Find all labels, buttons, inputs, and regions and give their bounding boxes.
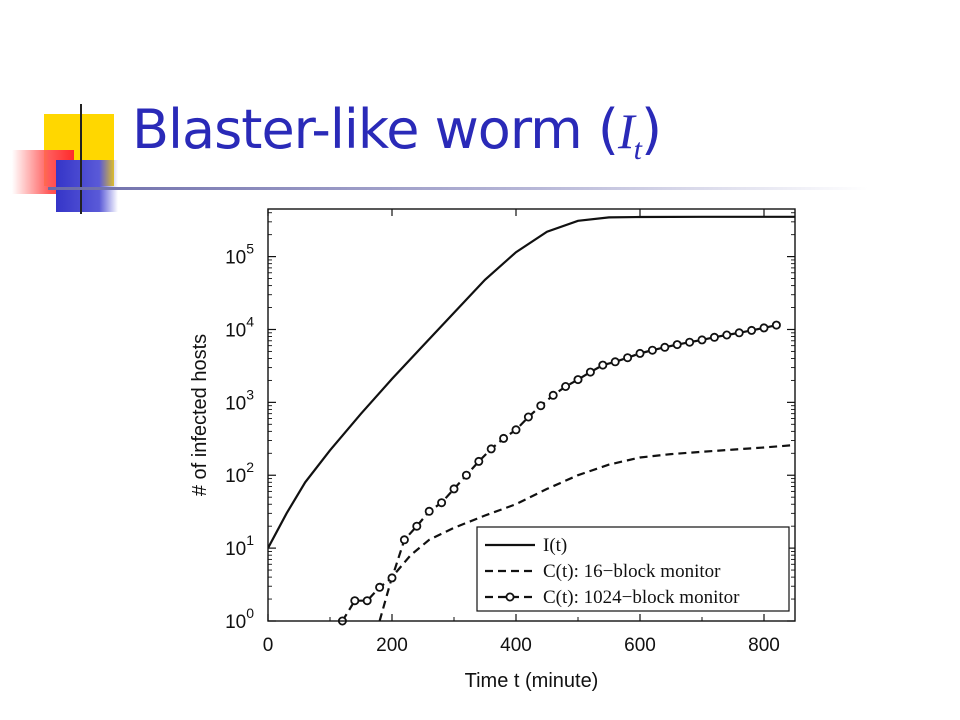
series-point-2 [660,342,670,352]
y-axis-title: # of infected hosts [189,334,211,496]
plot-layer [268,215,795,626]
series-point-2 [759,323,769,333]
series-point-2 [536,401,546,411]
series-line-0 [268,215,795,549]
series-point-2 [623,353,633,363]
slide-title: Blaster-like worm (It) [132,98,662,167]
series-point-2 [461,470,471,480]
series-point-2 [585,367,595,377]
y-tick-label: 105 [225,241,254,269]
axes-layer: 0 200 400 600 800 100 101 102 103 104 105 [225,208,796,656]
series-point-2 [771,320,781,330]
series-point-2 [399,535,409,545]
series-point-2 [523,412,533,422]
series-point-2 [474,456,484,466]
series-point-2 [499,433,509,443]
series-point-2 [387,573,397,583]
legend: I(t) C(t): 16−block monitor C(t): 1024−blo… [476,526,790,612]
series-point-2 [685,337,695,347]
series-point-2 [573,375,583,385]
series-point-2 [709,332,719,342]
series-point-2 [375,582,385,592]
series-point-2 [412,521,422,531]
deco-vertical-line [80,104,82,214]
y-tick-label: 102 [225,459,254,487]
series-point-2 [697,335,707,345]
series-point-2 [350,596,360,606]
series-point-2 [362,596,372,606]
series-point-2 [722,330,732,340]
plot-frame [267,208,796,622]
series-point-2 [647,345,657,355]
x-tick-label: 600 [624,635,656,656]
x-axis-title: Time t (minute) [465,670,599,692]
series-point-2 [486,444,496,454]
series-point-2 [747,325,757,335]
y-tick-label: 101 [225,532,254,560]
series-point-2 [548,390,558,400]
series-line-2 [341,324,777,621]
title-underline [48,187,868,190]
series-point-2 [598,360,608,370]
title-math-var: It [617,103,642,166]
legend-swatch-marker [505,592,515,602]
series-line-1 [378,443,795,621]
series-point-2 [635,348,645,358]
series-point-2 [610,357,620,367]
title-math-sub: t [633,133,642,166]
series-point-2 [449,484,459,494]
y-tick-label: 100 [225,605,254,633]
series-point-2 [734,328,744,338]
x-tick-label: 400 [500,635,532,656]
y-tick-label: 104 [225,313,254,341]
series-point-2 [424,506,434,516]
title-text: Blaster-like worm ( [132,98,619,161]
y-tick-label: 103 [225,386,254,414]
legend-label: I(t) [543,535,567,556]
x-tick-label: 0 [263,635,274,656]
series-point-2 [511,425,521,435]
x-tick-label: 200 [376,635,408,656]
series-point-2 [561,381,571,391]
title-close: ) [640,98,662,161]
series-point-2 [437,498,447,508]
legend-label: C(t): 1024−block monitor [543,587,740,608]
series-point-2 [672,340,682,350]
x-tick-label: 800 [748,635,780,656]
deco-blue-square [56,160,118,212]
legend-label: C(t): 16−block monitor [543,561,721,582]
